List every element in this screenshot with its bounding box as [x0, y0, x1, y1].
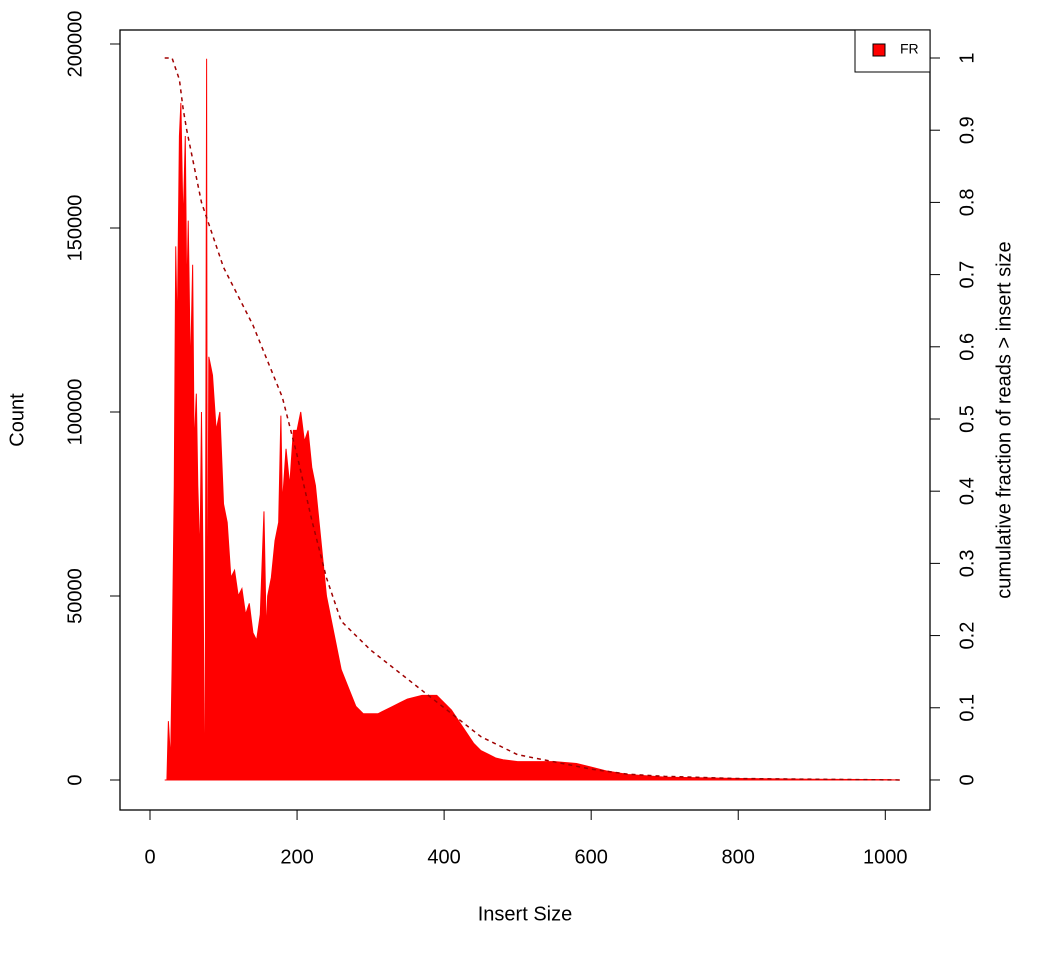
y2-tick-label: 0	[956, 774, 978, 785]
x-tick-label: 200	[280, 846, 313, 868]
x-tick-label: 400	[427, 846, 460, 868]
y2-tick-label: 0.1	[956, 694, 978, 722]
y2-axis-label: cumulative fraction of reads > insert si…	[993, 241, 1015, 598]
y-tick-label: 200000	[64, 11, 86, 78]
x-tick-label: 800	[722, 846, 755, 868]
x-tick-label: 600	[574, 846, 607, 868]
y2-tick-label: 0.6	[956, 333, 978, 361]
legend-swatch	[872, 43, 886, 57]
y2-tick-label: 0.7	[956, 261, 978, 289]
y2-tick-label: 0.8	[956, 188, 978, 216]
y-tick-label: 100000	[64, 379, 86, 446]
y2-tick-label: 0.4	[956, 477, 978, 505]
y2-tick-label: 0.5	[956, 405, 978, 433]
x-axis-label: Insert Size	[478, 903, 572, 925]
y-axis-label: Count	[6, 393, 28, 447]
x-tick-label: 1000	[863, 846, 908, 868]
y-tick-label: 0	[64, 774, 86, 785]
y-tick-label: 50000	[64, 568, 86, 624]
legend-label: FR	[900, 41, 919, 57]
y-tick-label: 150000	[64, 195, 86, 262]
count-area	[164, 58, 901, 781]
y2-tick-label: 0.2	[956, 622, 978, 650]
legend-box	[854, 29, 931, 73]
y2-tick-label: 0.9	[956, 116, 978, 144]
x-tick-label: 0	[144, 846, 155, 868]
y2-tick-label: 0.3	[956, 549, 978, 577]
cumulative-line	[164, 57, 901, 781]
y2-tick-label: 1	[956, 52, 978, 63]
